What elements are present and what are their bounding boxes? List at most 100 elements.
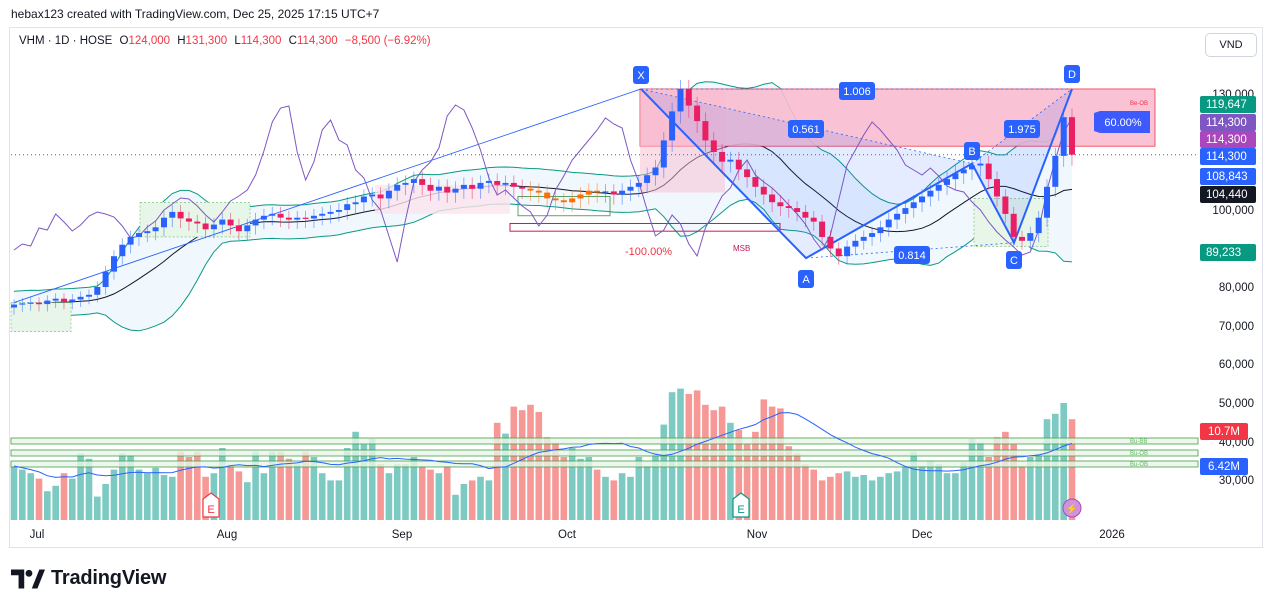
- volume-bar: [52, 485, 59, 520]
- candle-body: [86, 294, 92, 297]
- candle-body: [860, 236, 867, 241]
- volume-bar: [360, 444, 368, 520]
- earnings-icon: [732, 492, 750, 518]
- candle-body: [302, 217, 309, 219]
- pattern-point-label: D: [1068, 69, 1076, 81]
- candle-body: [210, 224, 217, 230]
- candle-body: [477, 182, 484, 189]
- volume-bar: [802, 464, 809, 520]
- volume-bar: [885, 473, 892, 520]
- volume-bar: [343, 448, 351, 520]
- bearish-ob-label: Be-OB: [1130, 101, 1148, 107]
- volume-bar: [1010, 444, 1017, 520]
- volume-bar: [810, 469, 817, 520]
- earnings-label: E: [207, 504, 214, 516]
- pattern-point-label: A: [802, 274, 810, 286]
- candle-body: [285, 217, 292, 220]
- candle-body: [602, 191, 609, 193]
- candle-body: [994, 179, 1000, 197]
- symbol-name[interactable]: VHM · 1D · HOSE: [19, 35, 113, 47]
- candle-body: [494, 181, 501, 185]
- candle-body: [202, 223, 209, 230]
- candle-body: [669, 111, 676, 141]
- volume-ma-line: [13, 412, 1073, 478]
- dividend-icon: [1062, 498, 1082, 518]
- volume-bar: [219, 448, 226, 520]
- price-tick: 80,000: [1219, 282, 1254, 294]
- time-tick-nov: Nov: [747, 529, 768, 541]
- candle-body: [52, 298, 59, 301]
- price-tick: 30,000: [1219, 475, 1254, 487]
- candle-body: [1035, 217, 1042, 234]
- candle-body: [985, 163, 992, 180]
- volume-bar: [35, 478, 43, 520]
- candle-body: [535, 190, 542, 193]
- candle-body: [169, 211, 176, 218]
- candle-body: [310, 215, 317, 219]
- chart-frame: [9, 27, 1263, 548]
- candle-body: [827, 236, 834, 249]
- demand-zone-jul: [10, 302, 72, 333]
- candle-body: [819, 221, 826, 237]
- candle-body: [952, 173, 959, 180]
- volume-bar: [727, 422, 734, 520]
- symbol-legend[interactable]: VHM · 1D · HOSE O124,000 H131,300 L114,3…: [19, 35, 431, 47]
- volume-label-tag: 6.42M: [1200, 458, 1248, 475]
- price-label-tag: 119,647: [1200, 96, 1256, 113]
- candle-body: [44, 300, 51, 305]
- currency-selector[interactable]: VND: [1205, 33, 1257, 57]
- volume-bar: [577, 458, 584, 520]
- price-label-text: 114,300: [1206, 117, 1247, 129]
- price-label-tag: 108,843: [1200, 168, 1256, 185]
- volume-bar: [244, 482, 251, 520]
- candle-body: [269, 213, 276, 216]
- volume-bar: [60, 473, 68, 520]
- volume-bar: [44, 491, 51, 520]
- moving-average-line: [13, 143, 1073, 306]
- price-label-text: 89,233: [1206, 247, 1241, 259]
- volume-bar: [160, 475, 168, 520]
- volume-bar: [985, 457, 992, 520]
- volume-bar: [860, 475, 867, 520]
- candle-body: [660, 140, 667, 168]
- volume-bar: [927, 460, 934, 520]
- candle-body: [1010, 213, 1017, 237]
- pattern-point-box: [964, 142, 980, 160]
- candle-body: [235, 225, 242, 232]
- volume-bar: [418, 466, 426, 520]
- volume-bar: [460, 484, 468, 520]
- volume-bar: [260, 473, 268, 520]
- candle-body: [544, 192, 551, 199]
- dividend-label: ⚡: [1066, 502, 1078, 515]
- candles: [11, 79, 1075, 315]
- volume-bar: [102, 484, 109, 520]
- candle-body: [577, 194, 584, 199]
- volume-bar: [119, 453, 126, 520]
- candle-body: [802, 211, 809, 218]
- candle-body: [394, 184, 401, 191]
- volume-bar: [643, 466, 651, 520]
- high-label: H: [177, 35, 186, 47]
- candle-body: [652, 167, 659, 176]
- candle-body: [977, 163, 984, 166]
- candle-body: [177, 211, 184, 219]
- candle-body: [810, 217, 817, 222]
- candle-body: [710, 140, 717, 152]
- earnings-icon: [202, 492, 220, 518]
- candle-body: [619, 190, 626, 195]
- xb-dotted: [640, 88, 973, 164]
- volume-bar: [785, 446, 793, 520]
- ratio-badge: 1.975: [1004, 120, 1040, 138]
- candle-body: [27, 302, 34, 304]
- candle-body: [694, 105, 701, 122]
- volume-label-text: 10.7M: [1208, 426, 1240, 438]
- candle-body: [794, 208, 801, 212]
- price-tick: 50,000: [1219, 398, 1254, 410]
- price-label-box: [1200, 114, 1256, 131]
- pattern-point-label: X: [637, 70, 645, 82]
- volume-bar: [960, 462, 967, 520]
- volume-bar: [452, 494, 459, 520]
- prior-swing-line: [13, 88, 642, 304]
- ratio-badge-box: [1004, 120, 1040, 138]
